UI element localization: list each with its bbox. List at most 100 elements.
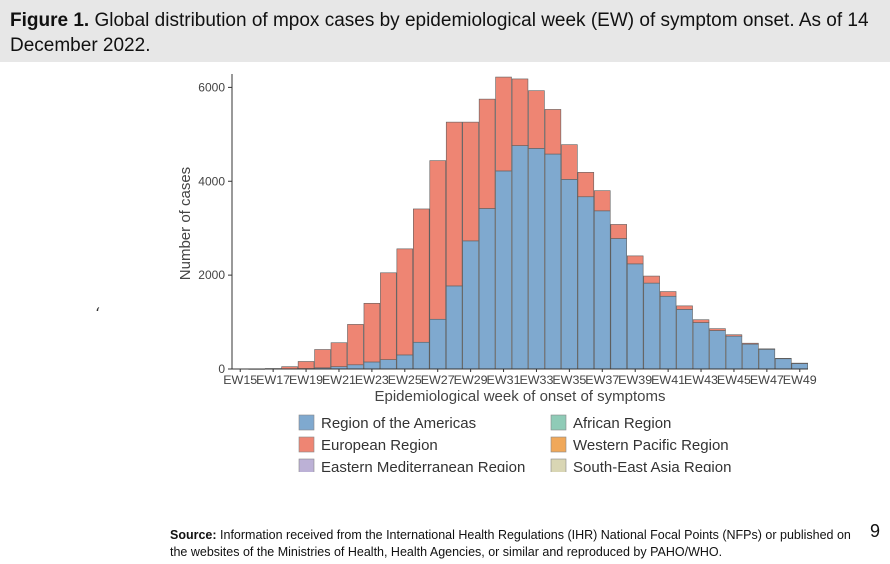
bar-ew45-series-0 bbox=[725, 335, 743, 370]
stacked-bar-chart: 0200040006000EW15EW17EW19EW21EW23EW25EW2… bbox=[177, 74, 817, 472]
bar-ew34-series-0 bbox=[544, 153, 562, 370]
bar-ew41-series-0 bbox=[659, 295, 677, 370]
bar-ew49-series-1 bbox=[791, 362, 809, 364]
bar-ew43-series-0 bbox=[692, 322, 710, 370]
legend-label-western-pacific-region: Western Pacific Region bbox=[573, 437, 729, 454]
legend-label-eastern-mediterranean-region: Eastern Mediterranean Region bbox=[321, 459, 525, 472]
bar-ew29-series-1 bbox=[462, 121, 479, 242]
bar-ew32-series-0 bbox=[511, 145, 529, 370]
bar-ew42-series-0 bbox=[676, 309, 693, 370]
source-text: Information received from the Internatio… bbox=[170, 528, 851, 559]
figure-caption: Figure 1. Global distribution of mpox ca… bbox=[10, 8, 870, 58]
bar-ew40-series-0 bbox=[643, 282, 660, 370]
legend-label-region-of-the-americas: Region of the Americas bbox=[321, 415, 476, 432]
y-axis-title: Number of cases bbox=[177, 167, 194, 280]
bar-ew31-series-1 bbox=[495, 76, 512, 172]
x-tick-label-ew41: EW41 bbox=[651, 375, 685, 387]
bar-ew47-series-0 bbox=[758, 348, 776, 370]
bar-ew46-series-1 bbox=[742, 342, 759, 345]
bar-ew30-series-0 bbox=[478, 208, 496, 370]
x-tick-label-ew29: EW29 bbox=[454, 375, 488, 387]
x-tick-label-ew21: EW21 bbox=[322, 375, 356, 387]
x-tick-label-ew33: EW33 bbox=[519, 375, 553, 387]
legend-label-south-east-asia-region: South-East Asia Region bbox=[573, 459, 731, 472]
legend-swatch-european-region bbox=[298, 436, 315, 453]
x-tick-label-ew25: EW25 bbox=[388, 375, 422, 387]
bar-ew44-series-0 bbox=[709, 330, 726, 370]
bar-ew30-series-1 bbox=[478, 98, 496, 209]
x-tick-label-ew19: EW19 bbox=[289, 375, 323, 387]
legend-swatch-south-east-asia-region bbox=[550, 458, 567, 472]
bar-ew29-series-0 bbox=[462, 240, 479, 370]
bar-ew26-series-1 bbox=[413, 208, 430, 343]
x-tick-label-ew23: EW23 bbox=[355, 375, 389, 387]
bar-ew24-series-1 bbox=[380, 272, 397, 360]
x-tick-label-ew15: EW15 bbox=[223, 375, 257, 387]
bar-ew27-series-0 bbox=[429, 318, 446, 370]
figure-caption-text: Global distribution of mpox cases by epi… bbox=[10, 10, 869, 56]
bar-ew28-series-1 bbox=[445, 121, 463, 287]
x-tick-label-ew31: EW31 bbox=[487, 375, 521, 387]
bar-ew20-series-1 bbox=[314, 349, 331, 369]
y-tick-label-4000: 4000 bbox=[198, 174, 225, 188]
legend-swatch-western-pacific-region bbox=[550, 436, 567, 453]
bar-ew38-series-1 bbox=[610, 224, 627, 239]
bar-ew21-series-1 bbox=[330, 342, 348, 367]
legend-swatch-region-of-the-americas bbox=[298, 414, 315, 431]
x-tick-label-ew35: EW35 bbox=[552, 375, 586, 387]
bar-ew36-series-0 bbox=[577, 196, 595, 370]
source-label: Source: bbox=[170, 528, 217, 542]
bar-ew37-series-1 bbox=[594, 190, 611, 212]
legend-swatch-african-region bbox=[550, 414, 567, 431]
bar-ew26-series-0 bbox=[413, 341, 430, 370]
bar-ew38-series-0 bbox=[610, 238, 627, 370]
bar-ew31-series-0 bbox=[495, 170, 512, 370]
x-tick-label-ew39: EW39 bbox=[618, 375, 652, 387]
x-tick-label-ew37: EW37 bbox=[585, 375, 619, 387]
bar-ew25-series-1 bbox=[396, 248, 414, 356]
bar-ew23-series-0 bbox=[363, 361, 381, 370]
y-tick-label-2000: 2000 bbox=[198, 268, 225, 282]
bar-ew33-series-0 bbox=[528, 148, 545, 370]
bar-ew44-series-1 bbox=[709, 328, 726, 331]
bar-ew33-series-1 bbox=[528, 90, 545, 149]
bar-ew19-series-1 bbox=[297, 361, 315, 369]
legend-label-european-region: European Region bbox=[321, 437, 438, 454]
bar-ew40-series-1 bbox=[643, 275, 660, 284]
bar-ew22-series-1 bbox=[347, 324, 364, 366]
bar-ew43-series-1 bbox=[692, 319, 710, 323]
x-axis-title: Epidemiological week of onset of symptom… bbox=[375, 388, 666, 405]
bar-ew41-series-1 bbox=[659, 291, 677, 297]
figure-caption-bar: Figure 1. Global distribution of mpox ca… bbox=[0, 0, 890, 62]
bar-ew48-series-0 bbox=[775, 358, 792, 370]
page-number: 9 bbox=[870, 521, 881, 541]
x-tick-label-ew17: EW17 bbox=[256, 375, 290, 387]
bar-ew46-series-0 bbox=[742, 343, 759, 370]
y-tick-label-6000: 6000 bbox=[198, 80, 225, 94]
x-tick-label-ew27: EW27 bbox=[421, 375, 455, 387]
bar-ew45-series-1 bbox=[725, 334, 743, 337]
source-note: Source: Information received from the In… bbox=[170, 527, 860, 561]
bar-ew42-series-1 bbox=[676, 305, 693, 310]
bar-ew27-series-1 bbox=[429, 160, 446, 320]
legend-label-african-region: African Region bbox=[573, 415, 671, 432]
bar-ew34-series-1 bbox=[544, 109, 562, 155]
bar-ew39-series-1 bbox=[626, 255, 644, 265]
x-tick-label-ew47: EW47 bbox=[750, 375, 784, 387]
bar-ew36-series-1 bbox=[577, 172, 595, 198]
stray-mark: ‘ bbox=[95, 304, 101, 323]
bar-ew48-series-1 bbox=[775, 357, 792, 360]
bar-ew25-series-0 bbox=[396, 354, 414, 370]
legend-swatch-eastern-mediterranean-region bbox=[298, 458, 315, 472]
bar-ew49-series-0 bbox=[791, 363, 809, 370]
bar-ew28-series-0 bbox=[445, 285, 463, 370]
bar-ew23-series-1 bbox=[363, 302, 381, 363]
bar-ew47-series-1 bbox=[758, 348, 776, 350]
bar-ew22-series-0 bbox=[347, 364, 364, 370]
x-tick-label-ew43: EW43 bbox=[684, 375, 718, 387]
figure-label: Figure 1. bbox=[10, 10, 90, 31]
bar-ew39-series-0 bbox=[626, 263, 644, 370]
x-tick-label-ew49: EW49 bbox=[783, 375, 817, 387]
y-tick-label-0: 0 bbox=[218, 362, 225, 376]
bar-ew32-series-1 bbox=[511, 78, 529, 146]
